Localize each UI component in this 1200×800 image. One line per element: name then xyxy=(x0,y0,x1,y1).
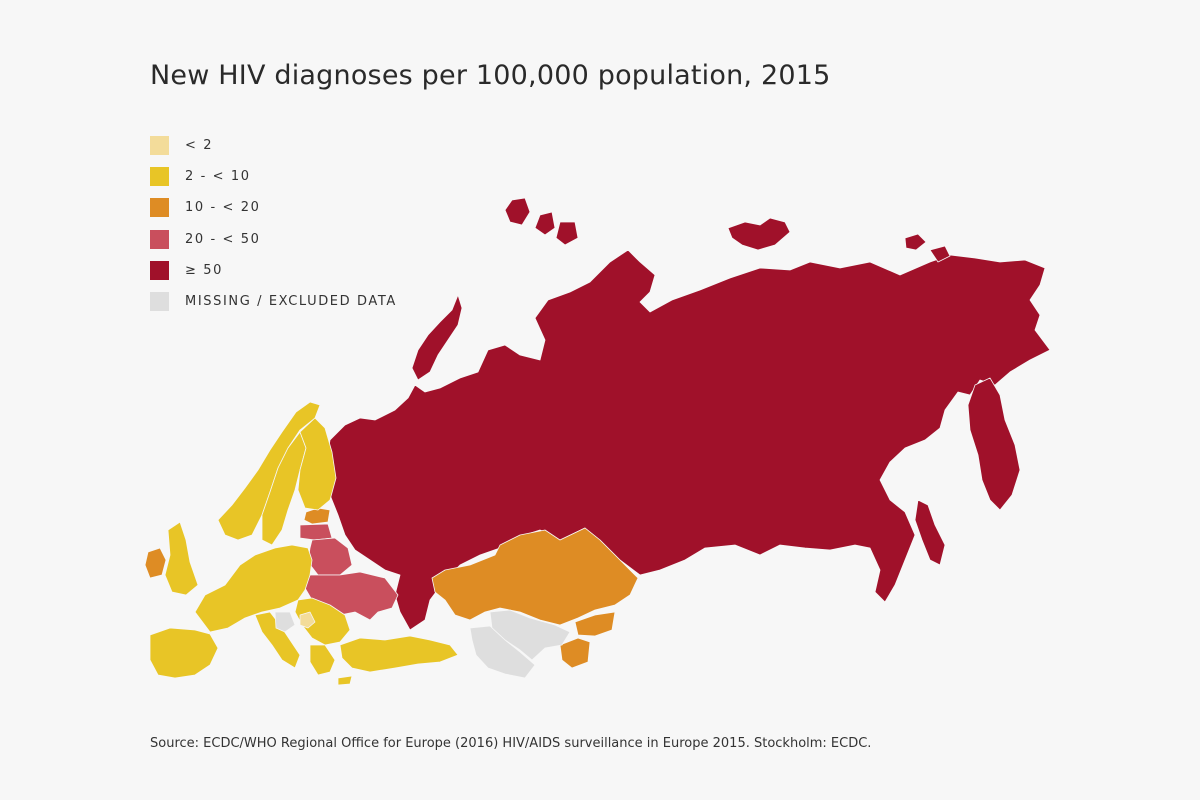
region-russia-novaya-zemlya xyxy=(411,294,463,381)
region-russia xyxy=(324,249,1051,631)
legend-label-2-10: 2 - < 10 xyxy=(185,168,251,184)
region-uk xyxy=(164,521,199,596)
legend-swatch-2-10 xyxy=(150,166,169,186)
region-russia-new-siberian xyxy=(904,233,951,263)
region-ireland xyxy=(144,547,167,579)
region-kyrgyzstan xyxy=(574,611,616,637)
region-tajikistan xyxy=(559,637,591,669)
legend-swatch-10-20 xyxy=(150,198,169,218)
region-bosnia xyxy=(299,611,316,629)
legend-item-20-50: 20 - < 50 xyxy=(150,229,397,249)
region-russia-franz-josef xyxy=(504,197,579,246)
region-russia-severnaya-zemlya xyxy=(727,217,791,251)
legend-swatch-20-50 xyxy=(150,229,169,249)
legend-label-ge50: ≥ 50 xyxy=(185,263,223,279)
legend-swatch-ge50 xyxy=(150,261,169,281)
region-russia-kamchatka xyxy=(967,377,1021,511)
legend-label-20-50: 20 - < 50 xyxy=(185,231,261,247)
region-belarus xyxy=(307,537,353,576)
legend: < 2 2 - < 10 10 - < 20 20 - < 50 ≥ 50 MI… xyxy=(150,135,397,323)
region-turkmenistan xyxy=(469,625,536,679)
legend-label-10-20: 10 - < 20 xyxy=(185,200,261,216)
chart-title: New HIV diagnoses per 100,000 population… xyxy=(150,60,831,91)
region-latvia xyxy=(299,523,333,541)
source-note: Source: ECDC/WHO Regional Office for Eur… xyxy=(150,736,872,751)
region-greece xyxy=(309,644,353,686)
legend-item-2-10: 2 - < 10 xyxy=(150,166,397,186)
legend-item-lt2: < 2 xyxy=(150,135,397,155)
region-turkey xyxy=(339,635,459,673)
region-iberia xyxy=(149,627,219,679)
legend-label-missing: MISSING / EXCLUDED DATA xyxy=(185,294,397,310)
legend-swatch-lt2 xyxy=(150,135,169,155)
region-italy xyxy=(254,611,301,669)
region-estonia xyxy=(303,507,331,525)
region-kazakhstan xyxy=(431,527,639,626)
region-central-europe xyxy=(194,544,313,633)
legend-item-10-20: 10 - < 20 xyxy=(150,198,397,218)
region-finland xyxy=(297,417,337,511)
region-austria xyxy=(274,611,296,633)
legend-item-missing: MISSING / EXCLUDED DATA xyxy=(150,292,397,312)
legend-label-lt2: < 2 xyxy=(185,137,214,153)
legend-item-ge50: ≥ 50 xyxy=(150,261,397,281)
region-russia-sakhalin xyxy=(914,499,946,566)
legend-swatch-missing xyxy=(150,292,169,312)
